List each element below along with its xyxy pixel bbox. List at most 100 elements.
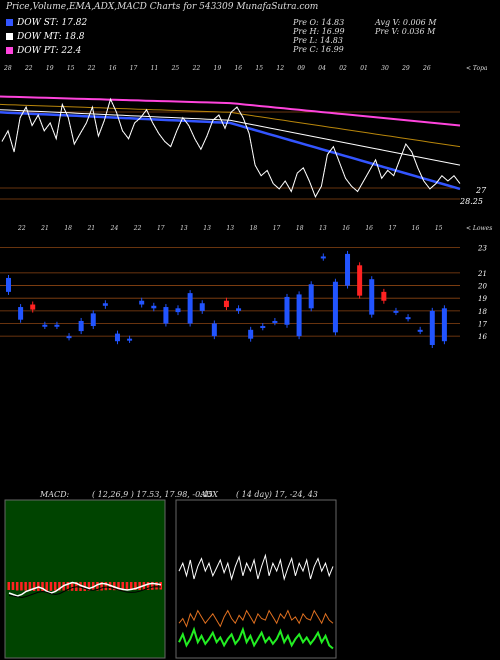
adx-values: ( 14 day) 17, -24, 43 (236, 490, 318, 499)
price-level-label: 19 (478, 295, 487, 303)
top-date-label: 15 (67, 65, 75, 72)
top-date-label: 22 (24, 65, 33, 72)
macd-hist-bar (58, 582, 61, 591)
macd-hist-bar (7, 582, 10, 590)
macd-hist-bar (134, 582, 137, 590)
macd-hist-bar (70, 582, 74, 591)
top-date-label: 12 (276, 65, 284, 72)
quote-prev-close: Pre C: 16.99 (293, 45, 344, 54)
price-label: 27 (475, 186, 487, 195)
macd-panel (4, 499, 166, 659)
macd-hist-bar (79, 582, 82, 591)
top-date-label: 02 (339, 65, 347, 72)
macd-hist-bar (138, 582, 141, 590)
macd-hist-bar (146, 582, 150, 590)
bottom-date-label: 13 (203, 225, 211, 232)
macd-hist-bar (53, 582, 57, 591)
legend-label: DOW MT: 18.8 (17, 32, 85, 42)
bottom-date-label: 16 (342, 225, 350, 232)
legend-swatch (6, 19, 13, 26)
bottom-date-label: 18 (250, 225, 258, 232)
bottom-date-label: 21 (86, 225, 95, 232)
legend-dow-mt: DOW MT: 18.8 (6, 32, 85, 42)
top-date-label: 22 (87, 65, 96, 72)
bottom-date-label: 22 (17, 225, 26, 232)
price-level-label: 21 (477, 270, 487, 278)
macd-hist-bar (121, 582, 124, 591)
macd-hist-bar (100, 582, 103, 591)
quote-prev-open: Pre O: 14.83 (293, 18, 345, 27)
top-date-label: 16 (234, 65, 242, 72)
bottom-date-label: 16 (412, 225, 420, 232)
plus-di-line (178, 626, 334, 650)
top-tag-label: < Topa (466, 65, 488, 72)
macd-hist-bar (49, 582, 53, 591)
legend-dow-pt: DOW PT: 22.4 (6, 46, 81, 56)
macd-hist-bar (15, 582, 19, 591)
top-date-label: 19 (214, 65, 222, 72)
macd-hist-bar (151, 582, 154, 590)
candle-chart: 23 21 20 19 18 17 16 (0, 245, 487, 348)
ema-line (0, 111, 461, 191)
bottom-date-label: 16 (365, 225, 373, 232)
macd-label: MACD: (40, 490, 70, 499)
close-price-line (1, 97, 461, 198)
bottom-date-label: 18 (296, 225, 304, 232)
ema-chart: 27 28.25 (0, 95, 487, 206)
macd-hist-bar (117, 582, 120, 591)
macd-hist-bar (113, 582, 116, 591)
top-date-label: 01 (360, 65, 368, 72)
top-date-label: 04 (318, 65, 326, 72)
top-date-label: 25 (171, 65, 180, 72)
adx-panel (175, 499, 337, 659)
macd-hist-bar (11, 582, 15, 590)
bottom-date-label: 13 (226, 225, 234, 232)
bottom-date-label: 15 (435, 225, 443, 232)
top-date-label: 09 (297, 65, 305, 72)
bottom-date-label: 22 (133, 225, 142, 232)
top-date-label: 15 (255, 65, 263, 72)
macd-hist-bar (28, 582, 32, 591)
price-level-label: 16 (478, 333, 487, 341)
macd-hist-bar (129, 582, 133, 590)
bottom-date-label: 17 (157, 225, 165, 232)
macd-line (8, 581, 162, 597)
quote-avg-volume: Avg V: 0.006 M (375, 18, 437, 27)
macd-hist-bar (45, 582, 48, 591)
top-date-label: 11 (151, 65, 159, 72)
price-level-label: 23 (477, 245, 487, 253)
macd-panel-bg (4, 499, 166, 659)
macd-hist-bar (96, 582, 99, 591)
top-date-label: 28 (3, 65, 12, 72)
macd-hist-bar (159, 582, 162, 590)
bottom-date-label: 13 (319, 225, 327, 232)
bottom-date-label: 17 (389, 225, 397, 232)
adx-line (178, 553, 334, 581)
bottom-date-axis: 22 21 18 21 24 22 17 13 13 13 18 17 18 13 16 16 17 16 15 < … (17, 225, 492, 232)
quote-prev-volume: Pre V: 0.036 M (375, 27, 436, 36)
price-level-label: 20 (477, 283, 487, 291)
adx-panel-bg (175, 499, 337, 659)
top-date-label: 30 (381, 65, 389, 72)
bottom-date-label: 13 (180, 225, 188, 232)
bottom-date-label: 24 (110, 225, 119, 232)
price-level-label: 17 (478, 320, 487, 328)
price-level-label: 18 (478, 308, 487, 316)
top-date-label: 19 (46, 65, 54, 72)
quote-prev-high: Pre H: 16.99 (293, 27, 345, 36)
macd-signal-line (8, 586, 162, 599)
bottom-tag-label: < Lowes (466, 225, 492, 232)
close-dotted-line (1, 98, 461, 198)
top-date-label: 22 (192, 65, 201, 72)
legend-swatch (6, 47, 13, 54)
ema-line (0, 103, 461, 148)
bottom-date-label: 21 (40, 225, 49, 232)
macd-hist-bar (155, 582, 158, 590)
top-date-label: 16 (109, 65, 117, 72)
macd-hist-bar (24, 582, 27, 591)
legend-label: DOW ST: 17.82 (17, 18, 88, 28)
chart-title: Price,Volume,EMA,ADX,MACD Charts for 543… (6, 2, 319, 12)
macd-hist-bar (87, 582, 91, 591)
quote-prev-low: Pre L: 14.83 (293, 36, 343, 45)
